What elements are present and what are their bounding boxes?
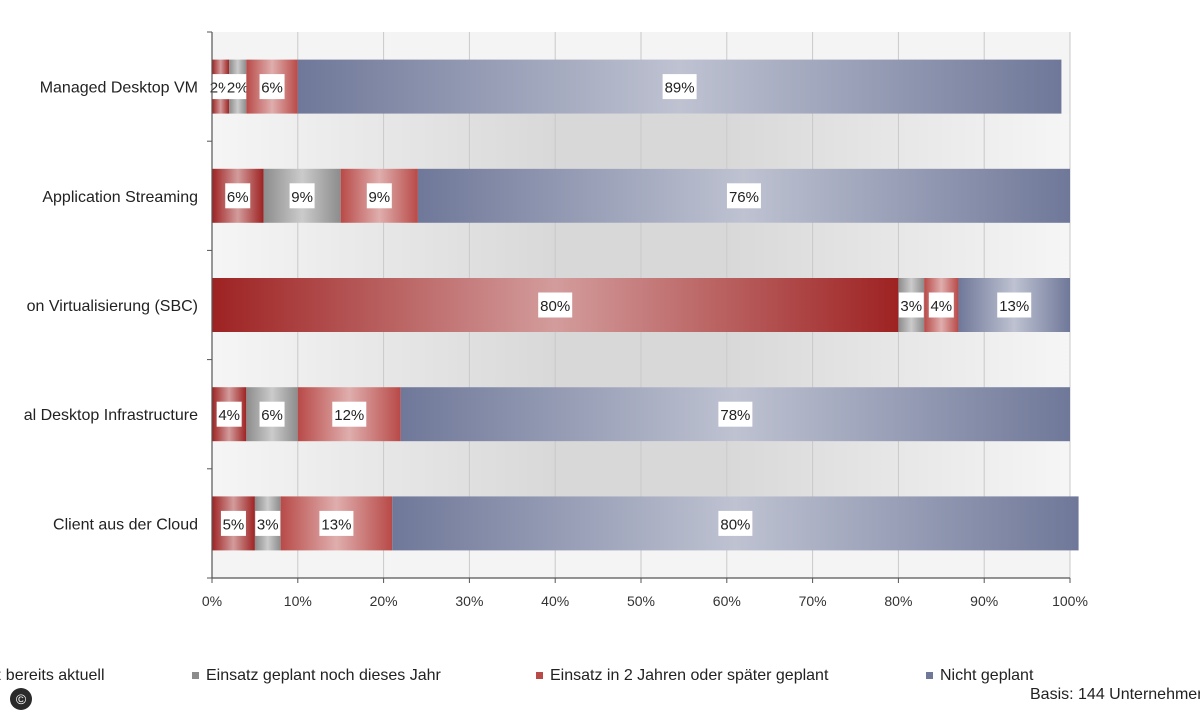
- category-label: Client aus der Cloud: [53, 516, 198, 533]
- data-label-box: [726, 183, 761, 209]
- data-label: 80%: [540, 298, 570, 315]
- legend-label: atz bereits aktuell: [0, 667, 105, 684]
- data-label: 6%: [261, 407, 283, 424]
- data-label: 4%: [218, 407, 240, 424]
- x-tick-label: 50%: [627, 593, 655, 609]
- data-label: 3%: [257, 516, 279, 533]
- data-label-box: [662, 74, 697, 100]
- data-label-box: [718, 401, 753, 427]
- x-tick-label: 20%: [370, 593, 398, 609]
- data-label: 80%: [720, 516, 750, 533]
- data-label-box: [332, 401, 367, 427]
- x-tick-label: 10%: [284, 593, 312, 609]
- x-tick-label: 60%: [713, 593, 741, 609]
- copyright-icon: ©: [10, 688, 32, 710]
- data-label-box: [898, 292, 924, 318]
- data-label: 9%: [291, 189, 313, 206]
- x-tick-label: 30%: [455, 593, 483, 609]
- legend-swatch: [926, 672, 933, 679]
- legend-swatch: [536, 672, 543, 679]
- bars: 2%2% 6% 89%6% 9% 9% 76%80% 3% 4% 13%4% 6% 12% 78%5%…: [208, 59, 1079, 551]
- x-tick-label: 80%: [884, 593, 912, 609]
- x-tick-label: 90%: [970, 593, 998, 609]
- data-label-box: [366, 183, 392, 209]
- legend: atz bereits aktuell Einsatz geplant noch …: [0, 667, 1034, 684]
- data-label: 2%: [227, 80, 249, 97]
- legend-label: Einsatz geplant noch dieses Jahr: [206, 667, 441, 684]
- data-label: 76%: [729, 189, 759, 206]
- legend-label: Nicht geplant: [940, 667, 1034, 684]
- data-label-box: [997, 292, 1032, 318]
- data-label-box: [216, 401, 242, 427]
- data-label-box: [319, 510, 354, 536]
- data-label-box: [538, 292, 573, 318]
- data-label-box: [259, 401, 285, 427]
- data-label: 12%: [334, 407, 364, 424]
- x-tick-label: 40%: [541, 593, 569, 609]
- data-label-box: [259, 74, 285, 100]
- data-label-box: [289, 183, 315, 209]
- data-label-box: [928, 292, 954, 318]
- x-tick-label: 100%: [1052, 593, 1088, 609]
- data-label: 4%: [930, 298, 952, 315]
- data-label: 3%: [900, 298, 922, 315]
- axes: 0% 10% 20% 30% 40% 50% 60% 70% 80% 90% 100% Managed…: [24, 31, 1088, 609]
- data-label-box: [718, 510, 753, 536]
- data-label-box: [255, 510, 281, 536]
- data-label: 13%: [321, 516, 351, 533]
- category-label: on Virtualisierung (SBC): [27, 298, 198, 315]
- category-label: Application Streaming: [42, 189, 198, 206]
- data-label: 6%: [261, 80, 283, 97]
- data-label: 6%: [227, 189, 249, 206]
- legend-label: Einsatz in 2 Jahren oder später geplant: [550, 667, 829, 684]
- data-label: 89%: [665, 80, 695, 97]
- category-label: al Desktop Infrastructure: [24, 407, 198, 424]
- data-label: 9%: [368, 189, 390, 206]
- legend-swatch: [192, 672, 199, 679]
- x-tick-label: 70%: [799, 593, 827, 609]
- x-tick-label: 0%: [202, 593, 222, 609]
- data-label-box: [220, 510, 246, 536]
- category-label: Managed Desktop VM: [40, 80, 198, 97]
- data-label: 78%: [720, 407, 750, 424]
- data-label: 13%: [999, 298, 1029, 315]
- data-label: 5%: [223, 516, 245, 533]
- data-label-box: [225, 183, 251, 209]
- basis-note: Basis: 144 Unternehmen: [1030, 686, 1200, 703]
